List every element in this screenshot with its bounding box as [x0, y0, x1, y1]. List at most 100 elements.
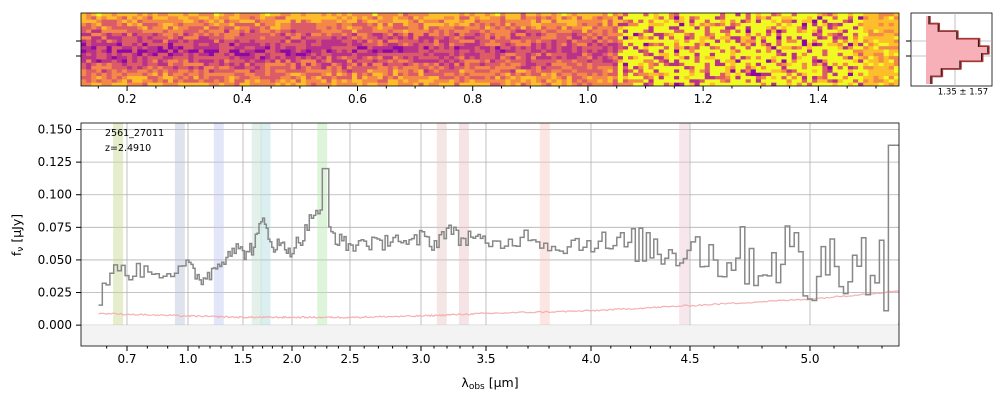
- heatmap-cell: [663, 36, 670, 40]
- heatmap-cell: [254, 29, 261, 34]
- heatmap-cell: [275, 16, 281, 21]
- heatmap-cell: [127, 13, 133, 17]
- heatmap-cell: [515, 42, 522, 47]
- heatmap-cell: [239, 52, 245, 57]
- heatmap-cell: [525, 26, 532, 30]
- heatmap-cell: [367, 13, 373, 17]
- heatmap-cell: [239, 19, 245, 24]
- heatmap-cell: [806, 56, 813, 60]
- heatmap-cell: [403, 69, 409, 74]
- heatmap-cell: [428, 49, 435, 54]
- heatmap-cell: [413, 46, 419, 50]
- heatmap-cell: [817, 36, 823, 40]
- heatmap-cell: [622, 39, 629, 44]
- heatmap-cell: [311, 52, 317, 57]
- heatmap-cell: [648, 29, 654, 34]
- heatmap-cell: [116, 82, 123, 86]
- heatmap-cell: [868, 22, 874, 27]
- heatmap-cell: [679, 22, 685, 27]
- heatmap-cell: [91, 29, 97, 34]
- heatmap-cell: [694, 29, 701, 34]
- heatmap-cell: [280, 42, 286, 47]
- heatmap-cell: [173, 36, 179, 40]
- heatmap-cell: [863, 16, 869, 21]
- heatmap-cell: [208, 62, 215, 67]
- heatmap-cell: [357, 52, 363, 57]
- heatmap-cell: [505, 66, 511, 70]
- heatmap-cell: [167, 32, 174, 37]
- heatmap-cell: [643, 16, 649, 21]
- heatmap-cell: [847, 42, 854, 47]
- heatmap-cell: [679, 46, 685, 50]
- heatmap-cell: [745, 66, 752, 70]
- heatmap-cell: [638, 36, 644, 40]
- heatmap-cell: [643, 32, 649, 37]
- heatmap-cell: [699, 82, 706, 86]
- heatmap-cell: [265, 79, 271, 84]
- heatmap-cell: [720, 39, 726, 44]
- heatmap-cell: [428, 69, 435, 74]
- heatmap-cell: [883, 26, 890, 30]
- heatmap-cell: [428, 46, 435, 50]
- heatmap-cell: [490, 16, 496, 21]
- heatmap-cell: [234, 76, 240, 80]
- heatmap-cell: [213, 39, 220, 44]
- heatmap-cell: [459, 82, 465, 86]
- heatmap-cell: [551, 39, 557, 44]
- heatmap-cell: [300, 62, 307, 67]
- heatmap-cell: [735, 29, 741, 34]
- heatmap-cell: [259, 46, 266, 50]
- heatmap-cell: [341, 76, 348, 80]
- heatmap-cell: [883, 59, 890, 64]
- heatmap-cell: [689, 82, 695, 86]
- heatmap-cell: [847, 82, 854, 86]
- heatmap-cell: [781, 59, 787, 64]
- heatmap-cell: [290, 72, 297, 77]
- heatmap-cell: [832, 46, 839, 50]
- heatmap-cell: [582, 22, 588, 27]
- heatmap-cell: [674, 29, 680, 34]
- heatmap-cell: [234, 22, 240, 27]
- heatmap-cell: [612, 62, 619, 67]
- heatmap-cell: [418, 56, 424, 60]
- heatmap-cell: [576, 69, 583, 74]
- heatmap-cell: [740, 39, 747, 44]
- heatmap-cell: [438, 66, 445, 70]
- heatmap-cell: [382, 32, 389, 37]
- heatmap-cell: [469, 56, 476, 60]
- heatmap-cell: [275, 79, 281, 84]
- heatmap-cell: [597, 42, 603, 47]
- heatmap-cell: [893, 82, 899, 86]
- heatmap-cell: [720, 66, 726, 70]
- heatmap-cell: [244, 62, 251, 67]
- heatmap-cell: [822, 13, 828, 17]
- heatmap-cell: [786, 42, 793, 47]
- heatmap-cell: [878, 32, 885, 37]
- heatmap-cell: [464, 42, 470, 47]
- heatmap-cell: [720, 72, 726, 77]
- heatmap-cell: [776, 46, 782, 50]
- heatmap-cell: [321, 16, 327, 21]
- heatmap-cell: [423, 82, 430, 86]
- heatmap-cell: [305, 29, 312, 34]
- heatmap-cell: [648, 56, 654, 60]
- heatmap-cell: [822, 29, 828, 34]
- heatmap-cell: [213, 62, 220, 67]
- heatmap-cell: [157, 29, 164, 34]
- heatmap-cell: [351, 32, 358, 37]
- heatmap-cell: [351, 39, 358, 44]
- heatmap-cell: [745, 46, 752, 50]
- heatmap-cell: [428, 59, 435, 64]
- heatmap-cell: [709, 52, 716, 57]
- heatmap-cell: [847, 19, 854, 24]
- heatmap-cell: [515, 26, 522, 30]
- heatmap-cell: [474, 76, 481, 80]
- heatmap-cell: [883, 72, 890, 77]
- heatmap-cell: [714, 29, 721, 34]
- heatmap-cell: [786, 82, 793, 86]
- heatmap-cell: [868, 49, 874, 54]
- heatmap-cell: [561, 49, 568, 54]
- heatmap-cell: [643, 62, 649, 67]
- heatmap-cell: [81, 59, 87, 64]
- heatmap-cell: [704, 69, 711, 74]
